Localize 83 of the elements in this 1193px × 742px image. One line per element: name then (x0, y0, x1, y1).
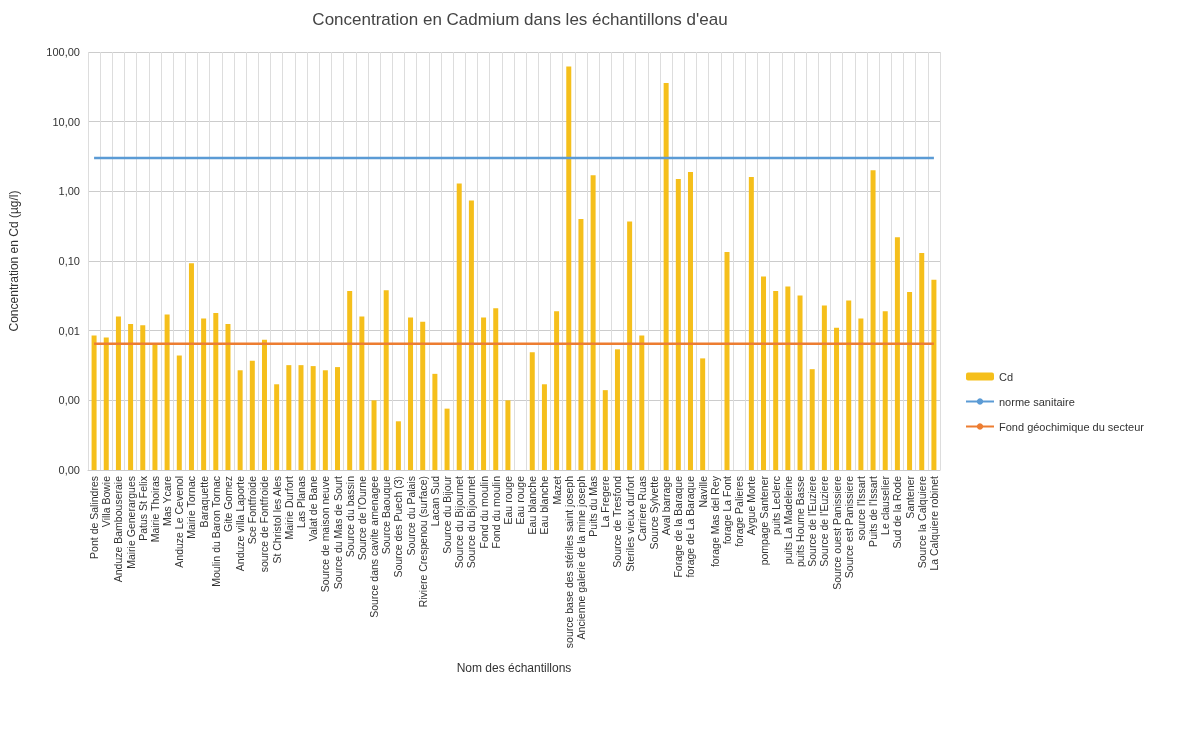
x-tick-label: Eau rouge (514, 475, 527, 525)
x-tick-label: Patus St Felix (136, 475, 149, 541)
x-tick-label: Source du Mas de Sourt (331, 475, 344, 590)
y-tick-label: 0,01 (58, 324, 80, 337)
x-tick-label: Riviere Crespenou (surface) (416, 476, 429, 608)
x-tick-label: Villa Bowie (100, 475, 113, 528)
x-tick-label: source base des stériles saint joseph (562, 475, 575, 649)
x-tick-label: Source du bassin (343, 475, 356, 558)
x-tick-label: Source de maison neuve (319, 475, 332, 593)
y-tick-label: 0,10 (58, 255, 80, 267)
x-tick-label: Ancienne galerie de la mine joseph (574, 475, 587, 640)
x-tick-label: Valat de Bane (307, 475, 320, 542)
x-tick-label: source de Fontfroide (258, 475, 271, 573)
x-tick-label: Steriles vieux durfort (623, 475, 636, 572)
y-tick-label: 1,00 (58, 185, 80, 198)
x-tick-label: Source Sylvette (647, 475, 660, 550)
x-tick-label: Source de l'Euziere (818, 475, 831, 567)
x-tick-label: La Fregere (599, 475, 612, 528)
x-tick-label: Gite Gomez (221, 476, 234, 533)
x-tick-label: Fond du moulin (489, 475, 502, 549)
x-tick-label: forage Mas del Rey (708, 475, 721, 568)
x-tick-label: Puits du Mas (587, 476, 600, 537)
x-tick-label: Anduze Le Cevenol (173, 476, 186, 568)
x-tick-label: Source du Bijournet (453, 475, 466, 569)
x-tick-label: puits Houme Basse (794, 475, 807, 568)
x-tick-label: Source de l'Euziere (806, 475, 819, 567)
chart-title: Concentration en Cadmium dans les échantillons d'eau (312, 10, 728, 29)
x-tick-label: Carriere Ruas (635, 476, 648, 542)
x-tick-label: Eau blanche (526, 475, 539, 535)
legend-label: norme sanitaire (999, 395, 1075, 408)
y-tick-label: 10,00 (52, 115, 80, 128)
x-tick-label: Source des Puech (3) (392, 476, 405, 578)
x-tick-label: Pont de Salindres (88, 476, 101, 559)
y-axis-title: Concentration en Cd (µg/l) (7, 190, 21, 332)
x-tick-label: Naville (696, 475, 709, 508)
x-tick-label: Eau blanche (538, 475, 551, 535)
x-tick-label: Las Planas (295, 476, 307, 528)
x-tick-label: Source est Panissiere (842, 475, 855, 579)
x-tick-label: Source la Calquiere (915, 475, 928, 569)
x-tick-label: Puits de l'Issart (867, 475, 880, 547)
x-tick-label: Forage de la Baraque (672, 475, 685, 578)
x-tick-label: Le clauselier (879, 475, 892, 535)
x-tick-label: forage Palieres (733, 476, 746, 547)
x-tick-label: Moulin du Baron Tornac (209, 476, 222, 587)
legend-label: Fond géochimique du secteur (999, 420, 1145, 433)
x-tick-label: Mairie Tornac (185, 476, 198, 539)
x-tick-label: Anduze villa Laporte (234, 475, 247, 572)
x-tick-label: Eau rouge (501, 475, 514, 525)
x-tick-label: forage de La Baraque (684, 475, 697, 578)
x-tick-label: Source du Bijournet (465, 475, 478, 569)
x-tick-label: Source Baouque (380, 475, 393, 555)
y-tick-label: 0,00 (58, 394, 80, 407)
x-tick-label: puits La Madeleine (781, 475, 794, 565)
x-tick-label: St Christol les Ales (270, 476, 283, 564)
x-axis-title: Nom des échantillons (456, 661, 572, 675)
x-tick-label: forage La Font (721, 475, 733, 545)
x-tick-label: Source de Tresfond (611, 475, 624, 568)
x-tick-label: pompage Santener (757, 475, 770, 566)
x-tick-label: Source du Bijour (441, 475, 454, 554)
x-tick-label: Sud de la Rode (891, 475, 904, 549)
x-tick-label: Santener (903, 475, 916, 519)
x-tick-label: Source du Palais (404, 476, 417, 556)
x-tick-label: Source dans cavite amenagee (368, 475, 381, 618)
x-tick-label: Mairie Generargues (124, 476, 137, 569)
x-tick-label: Mairie Thoiras (148, 476, 161, 543)
x-tick-label: Aval barrage (660, 475, 673, 536)
x-tick-label: source l'Issart (854, 475, 867, 541)
x-tick-label: Baraquette (197, 475, 210, 528)
x-tick-label: Mazet (550, 475, 563, 505)
x-tick-label: Sce Fontfroide (246, 475, 259, 545)
x-tick-label: Lacan Sud (428, 475, 441, 527)
x-tick-label: Anduze Bambouseraie (112, 475, 125, 583)
x-tick-label: Mairie Durfort (282, 475, 295, 540)
y-tick-label: 0,00 (58, 464, 80, 476)
legend-label: Cd (999, 370, 1014, 383)
x-tick-label: puits Leclerc (769, 476, 782, 535)
x-tick-label: Source ouest Panissiere (830, 475, 843, 590)
x-tick-label: Mas Ycare (161, 475, 174, 526)
x-tick-label: Fond du moulin (477, 475, 490, 549)
x-tick-label: La Calquiere robinet (927, 475, 940, 571)
x-tick-label: Aygue Morte (745, 475, 758, 536)
y-tick-label: 100,00 (46, 46, 80, 58)
x-tick-label: Source de l'Ourne (355, 475, 368, 561)
